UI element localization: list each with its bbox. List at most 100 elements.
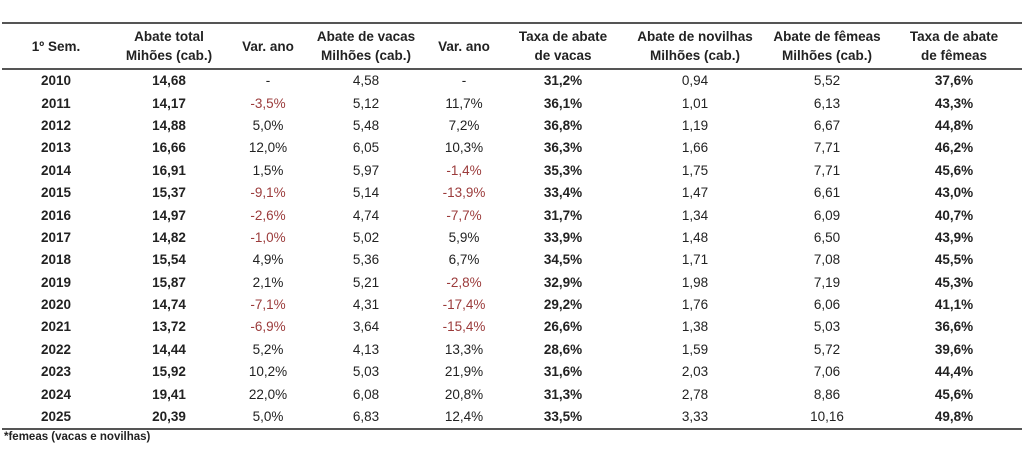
table-body: 2010 14,68 - 4,58 - 31,2% 0,94 5,52 37,6% 2011 14,… bbox=[2, 69, 1022, 430]
cell-cow-yoy-change: 11,7% bbox=[445, 95, 483, 111]
cell-total-yoy-change: -6,9% bbox=[250, 319, 286, 335]
cell-cow-slaughter-rate: 33,9% bbox=[543, 229, 583, 245]
column-header-semester: 1º Sem. bbox=[2, 23, 110, 69]
cell-cow-slaughter-rate: 35,3% bbox=[543, 162, 583, 178]
cell-semester: 2024 bbox=[40, 386, 72, 402]
table-row: 2025 20,39 5,0% 6,83 12,4% 33,5% 3,33 10,16 49,8… bbox=[2, 406, 1022, 430]
cell-female-slaughter-rate: 45,6% bbox=[934, 162, 974, 178]
cell-total-yoy-change: -7,1% bbox=[250, 297, 286, 313]
cell-semester: 2018 bbox=[40, 252, 72, 268]
cell-female-slaughter-rate: 44,4% bbox=[934, 364, 974, 380]
cell-cow-slaughter: 5,97 bbox=[352, 162, 380, 178]
cell-female-slaughter-rate: 43,0% bbox=[934, 185, 974, 201]
table-row: 2024 19,41 22,0% 6,08 20,8% 31,3% 2,78 8,86 45,6… bbox=[2, 383, 1022, 405]
cell-total-slaughter: 15,37 bbox=[152, 185, 186, 201]
cell-total-slaughter: 20,39 bbox=[152, 409, 186, 425]
cell-semester: 2021 bbox=[40, 319, 72, 335]
table-row: 2017 14,82 -1,0% 5,02 5,9% 33,9% 1,48 6,50 43,9% bbox=[2, 227, 1022, 249]
cell-female-slaughter-rate: 37,6% bbox=[934, 73, 974, 89]
header-line: Abate total bbox=[134, 29, 204, 44]
cell-female-slaughter-rate: 45,5% bbox=[934, 252, 974, 268]
cell-female-slaughter-rate: 40,7% bbox=[934, 207, 974, 223]
header-line: Abate de novilhas bbox=[637, 29, 753, 44]
cell-heifer-slaughter: 2,78 bbox=[681, 386, 709, 402]
cell-total-slaughter: 16,66 bbox=[152, 140, 186, 156]
cell-female-slaughter: 7,71 bbox=[813, 162, 841, 178]
table-row: 2019 15,87 2,1% 5,21 -2,8% 32,9% 1,98 7,19 45,3% bbox=[2, 272, 1022, 294]
cell-cow-yoy-change: 21,9% bbox=[444, 364, 484, 380]
header-line: Var. ano bbox=[242, 38, 294, 54]
cell-cow-yoy-change: 12,4% bbox=[444, 409, 484, 425]
cell-cow-slaughter-rate: 29,2% bbox=[543, 297, 583, 313]
cell-heifer-slaughter: 2,03 bbox=[681, 364, 709, 380]
cell-cow-slaughter: 4,74 bbox=[352, 207, 380, 223]
header-line: Taxa de abate bbox=[518, 29, 608, 44]
cell-total-yoy-change: 5,0% bbox=[252, 117, 284, 133]
column-header-cow-yoy-change: Var. ano bbox=[424, 23, 504, 69]
cell-cow-yoy-change: 13,3% bbox=[444, 341, 484, 357]
cell-total-yoy-change: 2,1% bbox=[252, 274, 284, 290]
cell-semester: 2011 bbox=[41, 95, 71, 111]
cell-female-slaughter-rate: 45,6% bbox=[934, 386, 974, 402]
cell-total-slaughter: 14,97 bbox=[152, 207, 186, 223]
cell-female-slaughter: 5,72 bbox=[813, 341, 841, 357]
cell-total-yoy-change: -1,0% bbox=[250, 229, 286, 245]
cell-female-slaughter-rate: 44,8% bbox=[934, 117, 974, 133]
cell-cow-slaughter: 5,14 bbox=[352, 185, 380, 201]
cell-heifer-slaughter: 1,76 bbox=[681, 297, 709, 313]
cell-total-slaughter: 15,92 bbox=[152, 364, 186, 380]
cell-cow-slaughter-rate: 31,7% bbox=[543, 207, 583, 223]
cell-cow-slaughter-rate: 31,3% bbox=[543, 386, 583, 402]
table-row: 2023 15,92 10,2% 5,03 21,9% 31,6% 2,03 7,06 44,4… bbox=[2, 361, 1022, 383]
cell-total-slaughter: 14,74 bbox=[152, 297, 186, 313]
cell-cow-slaughter-rate: 31,2% bbox=[543, 73, 583, 89]
cell-heifer-slaughter: 1,59 bbox=[681, 341, 709, 357]
cell-cow-slaughter: 5,48 bbox=[352, 117, 380, 133]
table-row: 2011 14,17 -3,5% 5,12 11,7% 36,1% 1,01 6,13 43,3… bbox=[2, 92, 1022, 114]
table-row: 2015 15,37 -9,1% 5,14 -13,9% 33,4% 1,47 6,61 43,… bbox=[2, 182, 1022, 204]
header-line: Milhões (cab.) bbox=[649, 48, 740, 63]
cell-cow-slaughter: 3,64 bbox=[352, 319, 380, 335]
cell-semester: 2022 bbox=[40, 341, 72, 357]
cell-cow-yoy-change: -7,7% bbox=[446, 207, 482, 223]
header-line: 1º Sem. bbox=[31, 38, 81, 54]
cell-cow-slaughter: 4,31 bbox=[352, 297, 380, 313]
cell-total-yoy-change: 5,2% bbox=[252, 341, 284, 357]
header-line: Mihões (cab.) bbox=[125, 48, 213, 63]
table-row: 2012 14,88 5,0% 5,48 7,2% 36,8% 1,19 6,67 44,8% bbox=[2, 115, 1022, 137]
table-row: 2013 16,66 12,0% 6,05 10,3% 36,3% 1,66 7,71 46,2… bbox=[2, 137, 1022, 159]
cell-cow-yoy-change: -1,4% bbox=[446, 162, 482, 178]
cell-total-slaughter: 14,88 bbox=[152, 117, 186, 133]
table-row: 2020 14,74 -7,1% 4,31 -17,4% 29,2% 1,76 6,06 41,… bbox=[2, 294, 1022, 316]
cell-female-slaughter-rate: 43,3% bbox=[934, 95, 974, 111]
table-row: 2016 14,97 -2,6% 4,74 -7,7% 31,7% 1,34 6,09 40,7… bbox=[2, 204, 1022, 226]
header-line: Var. ano bbox=[438, 38, 490, 54]
cell-total-slaughter: 14,17 bbox=[152, 95, 186, 111]
header-line: de fêmeas bbox=[920, 48, 988, 63]
cell-cow-slaughter-rate: 36,3% bbox=[543, 140, 583, 156]
cell-female-slaughter: 7,71 bbox=[813, 140, 841, 156]
cell-cow-yoy-change: 20,8% bbox=[444, 386, 484, 402]
table-row: 2022 14,44 5,2% 4,13 13,3% 28,6% 1,59 5,72 39,6% bbox=[2, 339, 1022, 361]
cell-cow-slaughter-rate: 28,6% bbox=[543, 341, 583, 357]
table-row: 2014 16,91 1,5% 5,97 -1,4% 35,3% 1,75 7,71 45,6% bbox=[2, 160, 1022, 182]
cell-cow-slaughter-rate: 33,4% bbox=[543, 185, 583, 201]
cell-total-yoy-change: 12,0% bbox=[248, 140, 288, 156]
cell-cow-yoy-change: -15,4% bbox=[442, 319, 486, 335]
cell-cow-yoy-change: 10,3% bbox=[444, 140, 484, 156]
cell-heifer-slaughter: 1,19 bbox=[681, 117, 709, 133]
cell-total-yoy-change: - bbox=[265, 73, 271, 89]
cell-total-yoy-change: -3,5% bbox=[250, 95, 286, 111]
cell-female-slaughter-rate: 43,9% bbox=[934, 229, 974, 245]
cell-cow-slaughter: 5,03 bbox=[352, 364, 380, 380]
header-line: Taxa de abate bbox=[909, 29, 999, 44]
cell-cow-slaughter: 4,13 bbox=[352, 341, 380, 357]
cell-semester: 2017 bbox=[40, 229, 72, 245]
cell-total-yoy-change: 5,0% bbox=[252, 409, 284, 425]
cell-semester: 2019 bbox=[40, 274, 72, 290]
table-row: 2018 15,54 4,9% 5,36 6,7% 34,5% 1,71 7,08 45,5% bbox=[2, 249, 1022, 271]
cell-total-slaughter: 14,68 bbox=[152, 73, 186, 89]
cell-cow-yoy-change: -13,9% bbox=[442, 185, 486, 201]
cell-cow-slaughter-rate: 32,9% bbox=[543, 274, 583, 290]
header-line: de vacas bbox=[534, 48, 592, 63]
